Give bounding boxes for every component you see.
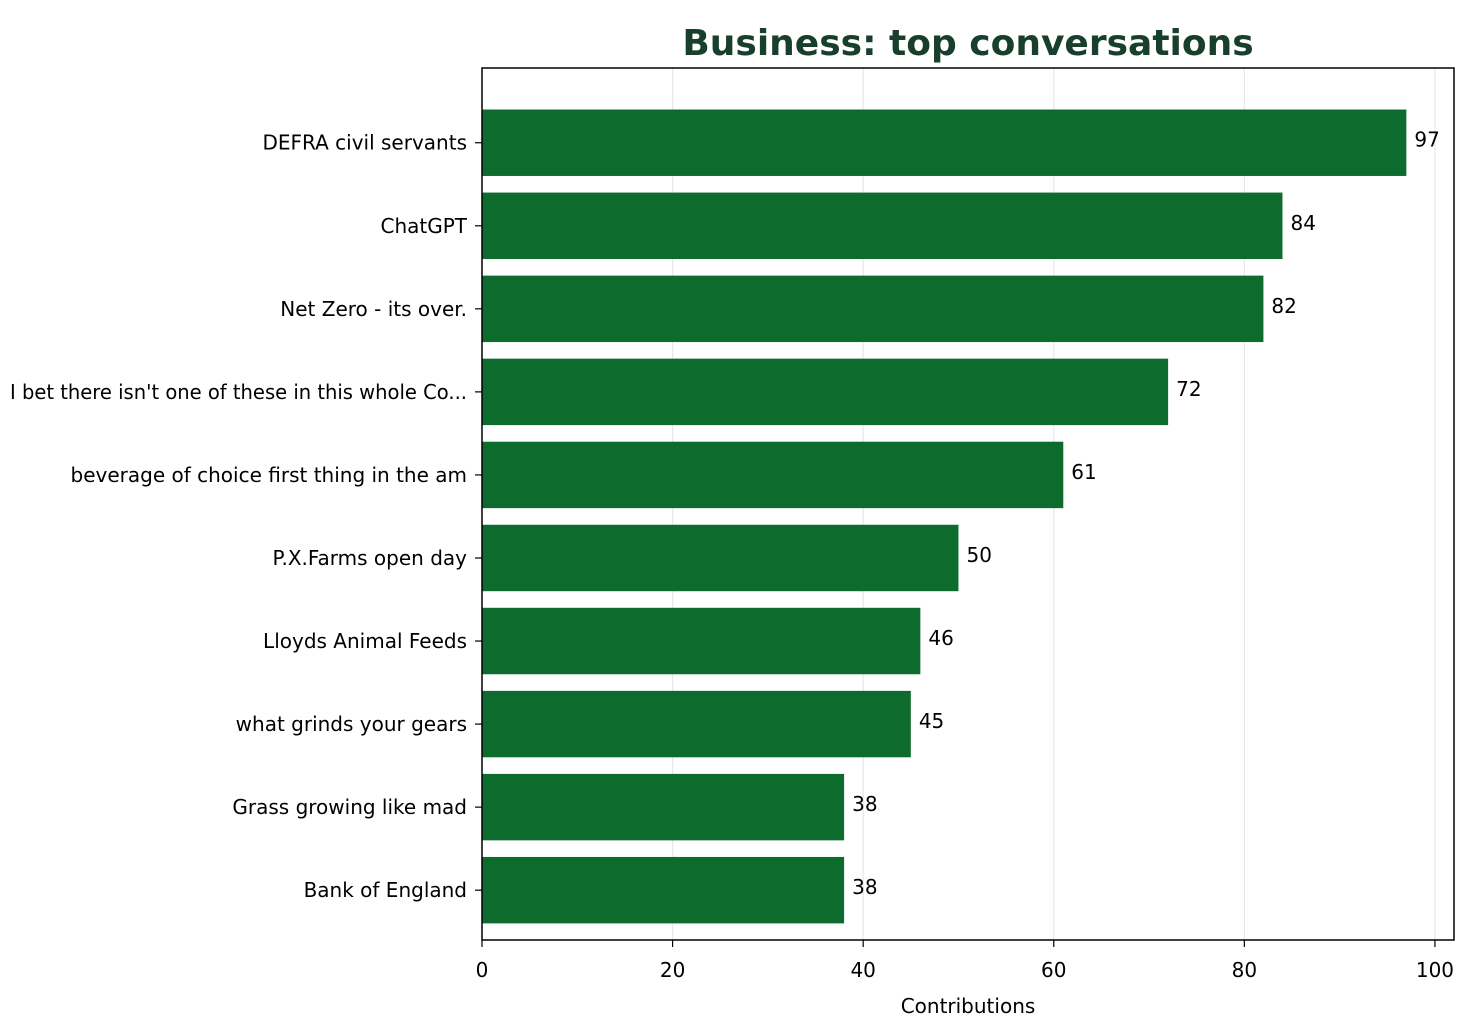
category-label: Net Zero - its over. xyxy=(280,297,467,321)
value-label: 45 xyxy=(919,709,944,733)
x-tick-label: 100 xyxy=(1416,958,1454,982)
value-label: 72 xyxy=(1176,377,1201,401)
plot-frame xyxy=(481,67,1455,941)
x-tick-label: 0 xyxy=(476,958,489,982)
x-tick-label: 20 xyxy=(660,958,685,982)
value-label: 38 xyxy=(852,792,877,816)
value-label: 82 xyxy=(1271,294,1296,318)
bar xyxy=(482,358,1169,426)
x-tick-label: 40 xyxy=(850,958,875,982)
bar xyxy=(482,441,1064,509)
chart-title: Business: top conversations xyxy=(682,23,1253,64)
x-ticks: 0 20 40 60 80 100 xyxy=(476,940,1454,982)
value-label: 38 xyxy=(852,875,877,899)
bar xyxy=(482,773,845,841)
category-label: I bet there isn't one of these in this w… xyxy=(10,380,467,404)
x-tick-label: 60 xyxy=(1041,958,1066,982)
x-axis-title: Contributions xyxy=(901,994,1036,1018)
bar xyxy=(482,275,1264,343)
bar xyxy=(482,690,911,758)
category-label: DEFRA civil servants xyxy=(262,131,467,155)
bar xyxy=(482,524,959,592)
bar xyxy=(482,607,921,675)
bar xyxy=(482,109,1407,176)
bars xyxy=(482,109,1407,924)
category-label: ChatGPT xyxy=(380,214,467,238)
value-label: 50 xyxy=(966,543,991,567)
value-label: 46 xyxy=(928,626,953,650)
value-label: 97 xyxy=(1414,128,1439,152)
category-labels: DEFRA civil servants ChatGPT Net Zero - it… xyxy=(10,131,482,902)
bar xyxy=(482,192,1283,260)
category-label: Lloyds Animal Feeds xyxy=(263,629,467,653)
value-label: 61 xyxy=(1071,460,1096,484)
category-label: Grass growing like mad xyxy=(232,795,467,819)
category-label: P.X.Farms open day xyxy=(273,546,468,570)
value-label: 84 xyxy=(1290,211,1315,235)
category-label: Bank of England xyxy=(304,878,467,902)
category-label: beverage of choice first thing in the am xyxy=(71,463,467,487)
x-tick-label: 80 xyxy=(1232,958,1257,982)
value-labels: 97 84 82 72 61 50 46 45 38 38 xyxy=(852,128,1440,899)
bar xyxy=(482,856,845,924)
category-label: what grinds your gears xyxy=(236,712,467,736)
